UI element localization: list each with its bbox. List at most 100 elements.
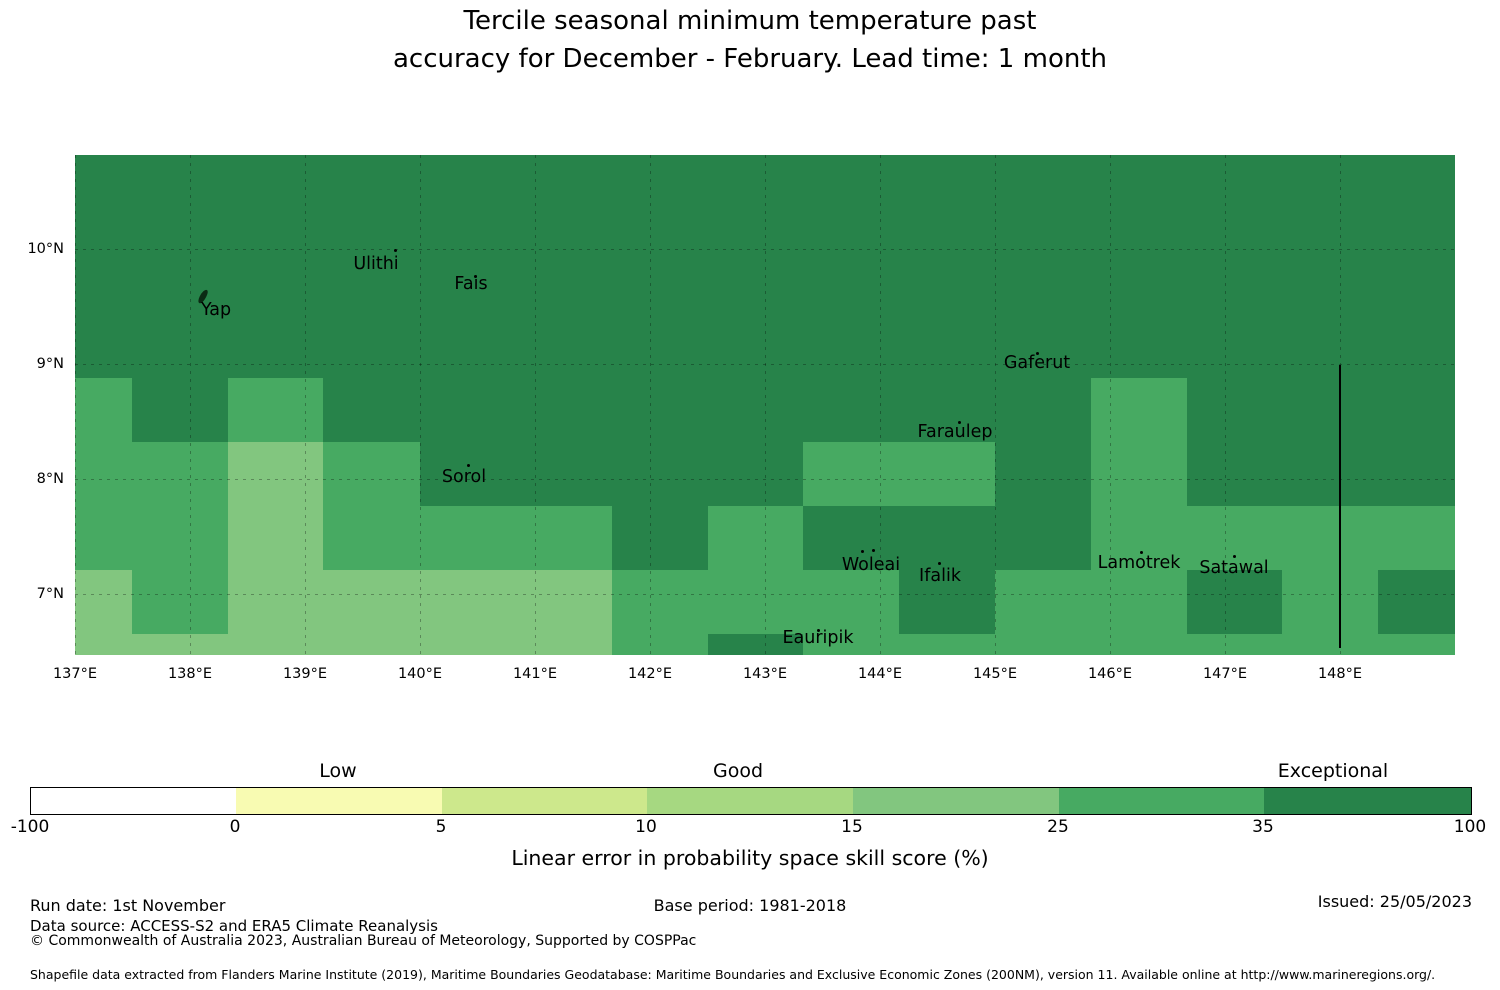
map-cell [1378, 186, 1455, 250]
colorbar-segment [647, 788, 853, 814]
map-cell [803, 634, 899, 655]
map-cell [516, 570, 612, 634]
map-cell [132, 506, 228, 570]
map-cell [708, 570, 803, 634]
map-cell [803, 570, 899, 634]
map-cell [1378, 155, 1455, 186]
map-cell [420, 442, 516, 506]
map-cell [132, 570, 228, 634]
x-tick-label: 147°E [1202, 666, 1248, 682]
x-tick-label: 139°E [282, 666, 328, 682]
map-cell [1378, 378, 1455, 442]
issued-date-text: Issued: 25/05/2023 [1317, 892, 1472, 911]
colorbar-tick-label: 15 [841, 817, 863, 837]
map-cell [1378, 442, 1455, 506]
x-tick-label: 140°E [397, 666, 443, 682]
map-cell [323, 634, 420, 655]
map-cell [995, 314, 1091, 378]
colorbar-tick-label: 10 [635, 817, 657, 837]
copyright-text: © Commonwealth of Australia 2023, Austra… [30, 933, 697, 949]
colorbar-tick-label: 0 [229, 817, 241, 837]
map-cell [899, 506, 995, 570]
map-cell [132, 314, 228, 378]
map-cell [612, 155, 708, 186]
colorbar-segment [853, 788, 1059, 814]
x-tick-label: 148°E [1317, 666, 1363, 682]
map-cell [708, 250, 803, 314]
colorbar-tick-label: 35 [1252, 817, 1274, 837]
map-cell [612, 250, 708, 314]
map-cell [228, 378, 323, 442]
map-cell [899, 570, 995, 634]
figure-title: Tercile seasonal minimum temperature pas… [0, 2, 1500, 78]
map-cell [612, 570, 708, 634]
map-cell [708, 442, 803, 506]
colorbar-axis-title: Linear error in probability space skill … [511, 846, 989, 870]
map-cell [228, 634, 323, 655]
map-cell [420, 634, 516, 655]
map-cell [516, 634, 612, 655]
map-cell [75, 378, 132, 442]
map-cell [899, 250, 995, 314]
map-area: Yap Ulithi Fais Sorol Gaferut Faraulep Woleai I… [75, 155, 1455, 655]
base-period-text: Base period: 1981-2018 [653, 896, 847, 915]
map-cell [1091, 442, 1187, 506]
map-cell [228, 570, 323, 634]
x-tick-label: 144°E [857, 666, 903, 682]
map-cell [420, 186, 516, 250]
map-cell [612, 506, 708, 570]
map-cell [516, 442, 612, 506]
colorbar-segment [31, 788, 236, 814]
x-tick-label: 145°E [972, 666, 1018, 682]
map-cell [708, 506, 803, 570]
map-cell [516, 314, 612, 378]
colorbar-segment [236, 788, 442, 814]
map-cell [803, 314, 899, 378]
map-cell [899, 186, 995, 250]
map-cell [1187, 634, 1282, 655]
map-cell [420, 378, 516, 442]
figure-title-line2: accuracy for December - February. Lead t… [392, 44, 1108, 74]
map-cell [1091, 155, 1187, 186]
map-cell [899, 378, 995, 442]
map-cell [612, 378, 708, 442]
colorbar-segment [1264, 788, 1471, 814]
map-cell [803, 186, 899, 250]
map-cell [420, 506, 516, 570]
map-cell [995, 506, 1091, 570]
map-cell [132, 250, 228, 314]
map-cell [708, 314, 803, 378]
map-cell [1187, 506, 1282, 570]
shapefile-attribution-text: Shapefile data extracted from Flanders M… [30, 967, 1436, 982]
map-cell [132, 378, 228, 442]
map-cell [323, 570, 420, 634]
map-cell [228, 250, 323, 314]
map-cell [132, 186, 228, 250]
map-cell [612, 314, 708, 378]
map-cell [1282, 378, 1378, 442]
map-cell [1282, 250, 1378, 314]
map-cell [1091, 250, 1187, 314]
y-tick-label: 10°N [27, 241, 64, 257]
map-cell [516, 378, 612, 442]
colorbar-tick-label: -100 [10, 817, 50, 837]
map-cell [995, 378, 1091, 442]
y-tick-label: 9°N [36, 356, 64, 372]
map-cell [803, 378, 899, 442]
map-cell [75, 442, 132, 506]
run-date-text: Run date: 1st November [30, 896, 226, 915]
map-cell [228, 314, 323, 378]
map-cell [228, 506, 323, 570]
map-cell [995, 155, 1091, 186]
colorbar [30, 787, 1472, 815]
map-cell [323, 442, 420, 506]
map-cell [420, 314, 516, 378]
map-cell [132, 442, 228, 506]
map-cell [1091, 634, 1187, 655]
y-tick-label: 7°N [36, 586, 64, 602]
x-tick-label: 137°E [52, 666, 98, 682]
map-cell [708, 155, 803, 186]
map-cell [420, 250, 516, 314]
map-cell [803, 250, 899, 314]
